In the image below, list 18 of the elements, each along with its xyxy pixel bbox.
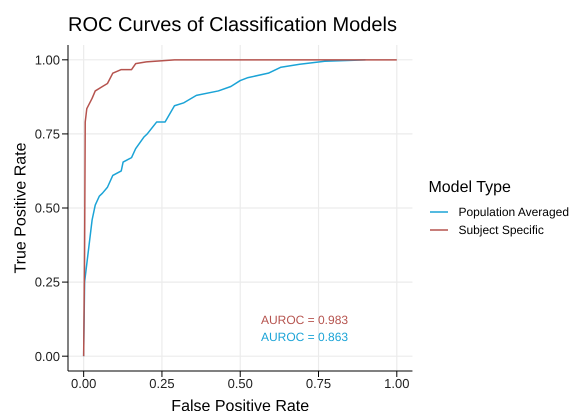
y-tick-label: 0.75 [34,126,60,142]
annotation: AUROC = 0.863 [261,330,348,344]
legend-title: Model Type [428,178,512,196]
chart-title: ROC Curves of Classification Models [68,14,397,37]
x-tick-label: 0.75 [306,376,332,392]
y-tick-label: 0.00 [34,348,60,364]
x-axis-title: False Positive Rate [171,398,310,415]
x-tick-label: 0.25 [149,376,175,392]
y-tick-label: 1.00 [34,52,60,68]
y-tick-label: 0.50 [34,200,60,216]
y-tick-label: 0.25 [34,274,60,290]
x-tick-label: 0.50 [228,376,253,392]
annotation: AUROC = 0.983 [261,313,348,327]
x-tick-label: 1.00 [384,376,410,392]
legend-label: Subject Specific [458,222,544,236]
x-tick-label: 0.00 [71,376,96,392]
legend-label: Population Averaged [458,204,569,218]
y-axis-title: True Positive Rate [12,142,30,274]
